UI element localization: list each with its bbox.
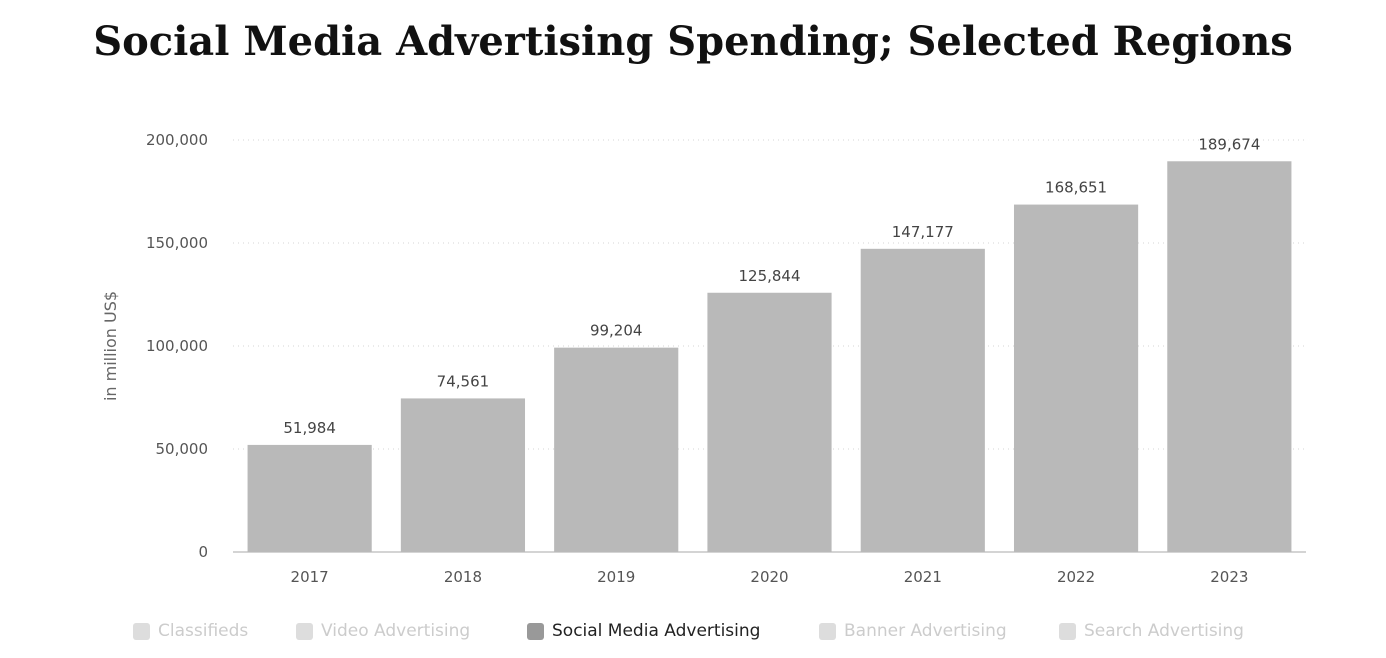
x-tick-label: 2019	[597, 568, 635, 586]
bar	[400, 398, 526, 552]
y-tick-label: 150,000	[146, 234, 208, 252]
bar	[1167, 161, 1292, 553]
legend-swatch	[296, 622, 313, 640]
x-tick-label: 2021	[904, 568, 942, 586]
chart-title: Social Media Advertising Spending; Selec…	[93, 18, 1293, 65]
bar	[860, 248, 985, 553]
legend-swatch	[1059, 622, 1076, 640]
data-label: 74,561	[437, 372, 490, 390]
legend-swatch	[527, 622, 544, 640]
data-label: 99,204	[590, 322, 643, 340]
y-axis-title: in million US$	[101, 291, 120, 401]
bar	[247, 444, 372, 552]
legend-label: Classifieds	[158, 621, 249, 641]
y-tick-label: 100,000	[146, 337, 208, 355]
legend-item-video-advertising[interactable]: Video Advertising	[296, 618, 470, 644]
bar-chart: 0 50,000 100,000 150,000 200,000 in million U…	[101, 131, 1306, 586]
legend-item-classifieds[interactable]: Classifieds	[133, 618, 248, 644]
y-tick-label: 50,000	[156, 440, 209, 458]
x-tick-label: 2020	[750, 568, 788, 586]
legend: Classifieds Video Advertising Social Med…	[0, 618, 1386, 644]
data-label: 189,674	[1198, 135, 1260, 153]
legend-label: Search Advertising	[1084, 621, 1244, 641]
x-tick-label: 2018	[444, 568, 482, 586]
x-tick-label: 2017	[291, 568, 329, 586]
legend-item-banner-advertising[interactable]: Banner Advertising	[819, 618, 1007, 644]
legend-swatch	[133, 622, 150, 640]
y-tick-label: 200,000	[146, 131, 208, 149]
legend-item-social-media-advertising[interactable]: Social Media Advertising	[527, 618, 760, 644]
legend-label: Banner Advertising	[844, 621, 1007, 641]
data-label: 168,651	[1045, 179, 1107, 197]
legend-swatch	[819, 622, 836, 640]
bar	[707, 292, 832, 552]
legend-item-search-advertising[interactable]: Search Advertising	[1059, 618, 1244, 644]
y-tick-label: 0	[198, 543, 208, 561]
data-label: 51,984	[283, 419, 336, 437]
x-tick-label: 2022	[1057, 568, 1095, 586]
data-label: 147,177	[892, 223, 954, 241]
bar	[1013, 204, 1139, 553]
x-tick-label: 2023	[1210, 568, 1248, 586]
legend-label: Video Advertising	[321, 621, 471, 641]
legend-label: Social Media Advertising	[552, 621, 761, 641]
bar	[554, 347, 679, 552]
data-label: 125,844	[738, 267, 800, 285]
